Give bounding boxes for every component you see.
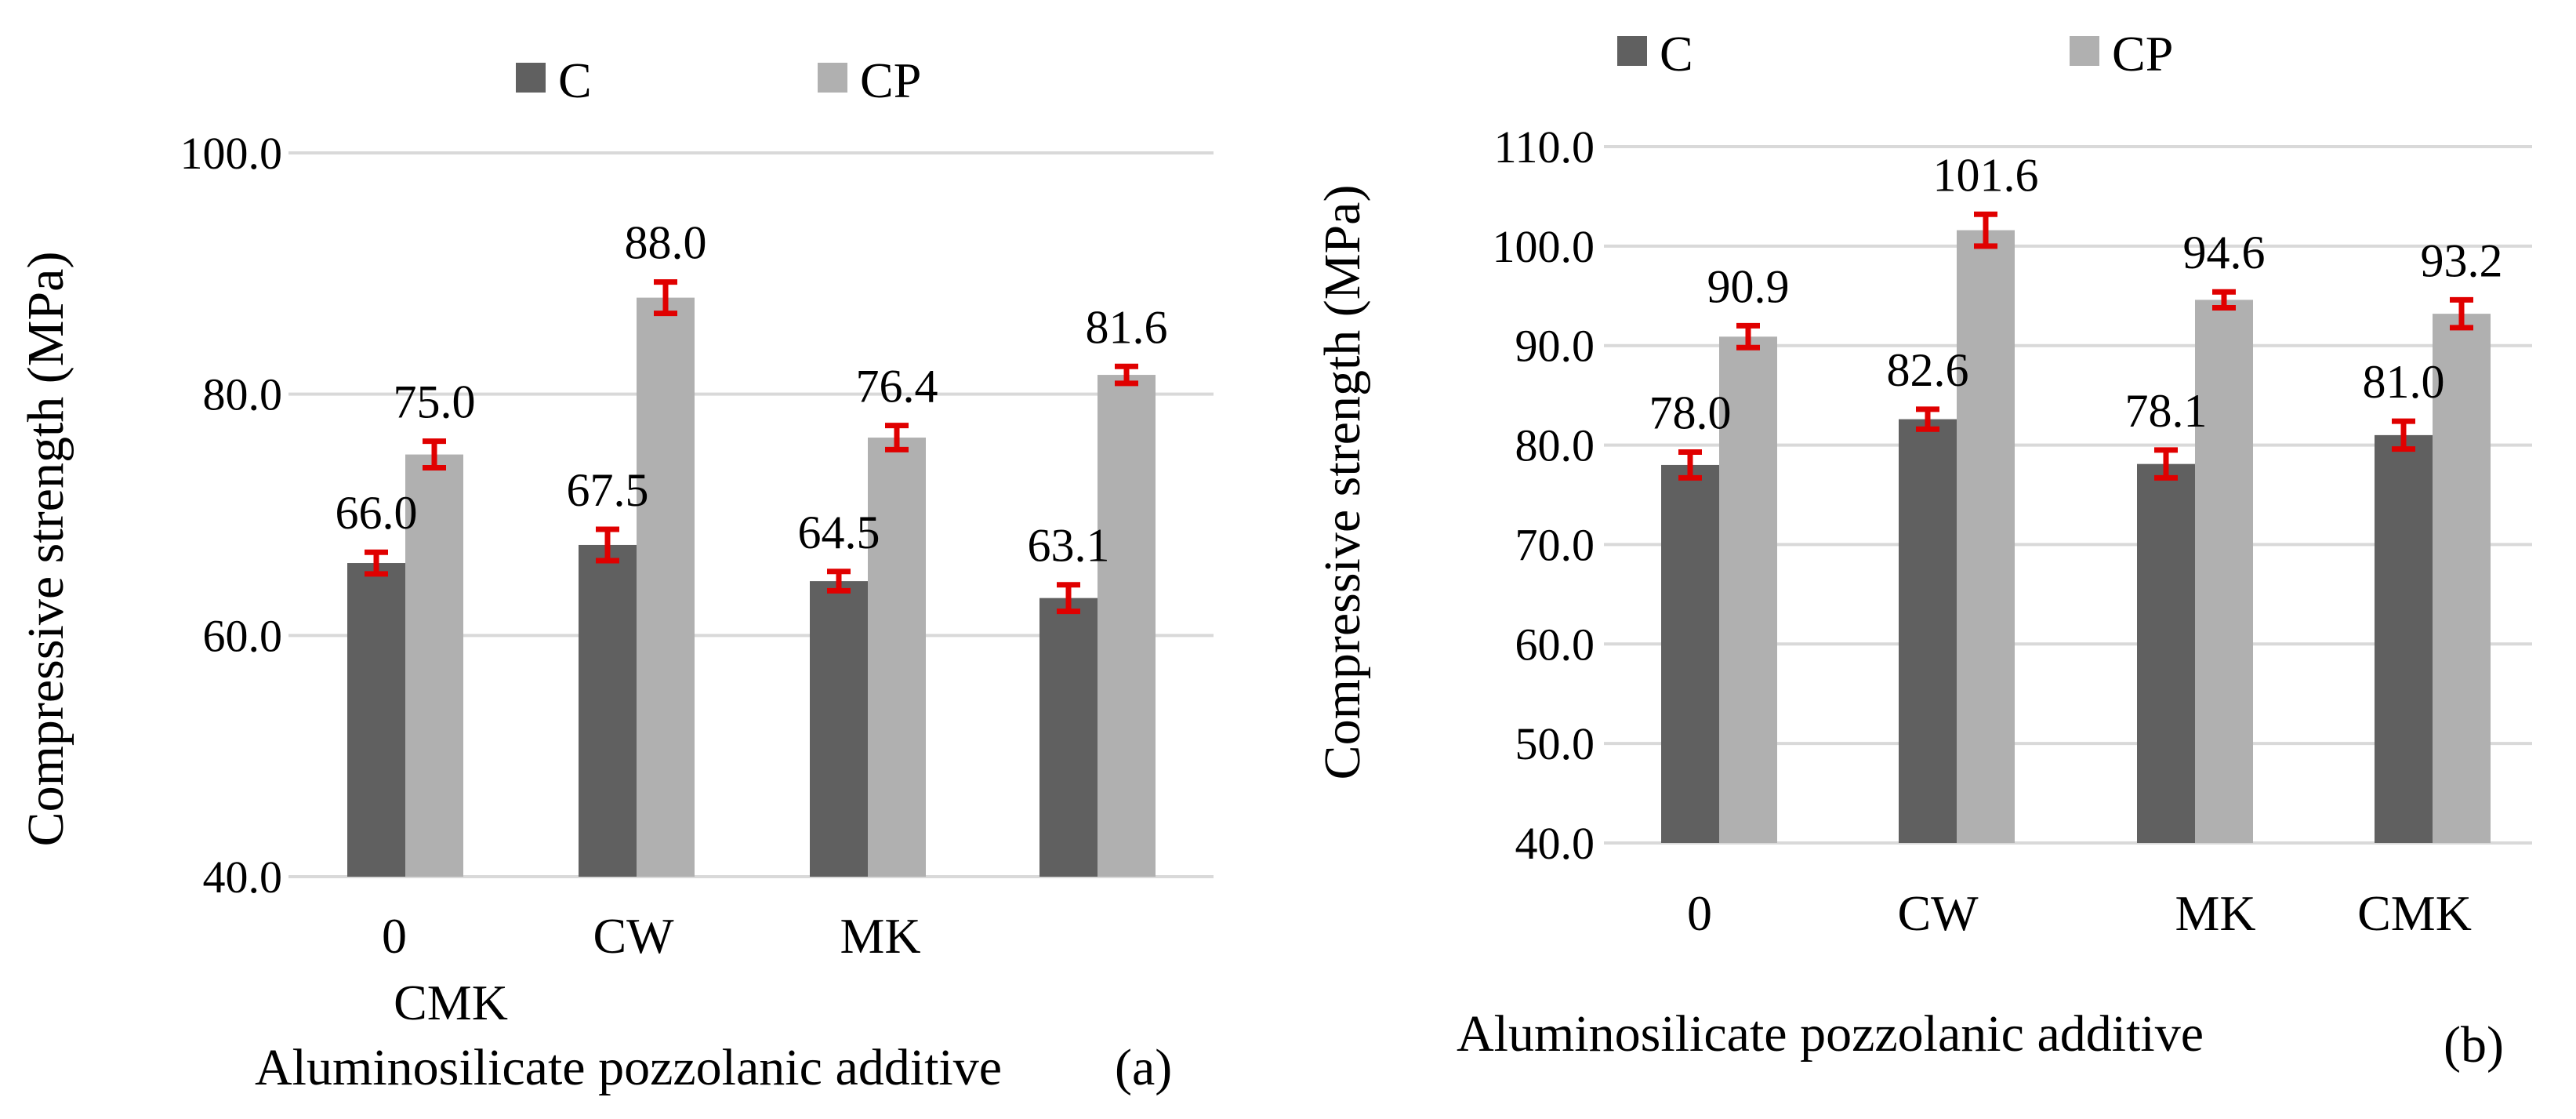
error-bars-b bbox=[1678, 211, 2473, 481]
legend-label-cp-b: CP bbox=[2112, 26, 2173, 82]
chart-panel-b: C CP 40.050.060.070.080.090.0100.0110.0 … bbox=[1314, 26, 2532, 1074]
x-tick-label-b-cmk: CMK bbox=[2357, 885, 2472, 941]
x-tick-labels-b: 0 CW MK CMK bbox=[1687, 885, 2472, 941]
bar-b-c-2 bbox=[2137, 463, 2195, 843]
y-tick-label-b-3: 70.0 bbox=[1515, 519, 1595, 570]
error-bar-b-cp-3 bbox=[2450, 296, 2473, 331]
x-tick-label-b-mk: MK bbox=[2175, 885, 2255, 941]
data-label-b-cp-2: 94.6 bbox=[2183, 227, 2266, 278]
error-bar-b-cp-2 bbox=[2212, 289, 2236, 311]
bar-a-cp-0 bbox=[405, 454, 463, 877]
bars-b bbox=[1661, 230, 2491, 844]
data-label-a-c-2: 64.5 bbox=[798, 507, 880, 558]
panel-label-b: (b) bbox=[2444, 1016, 2504, 1074]
legend-swatch-c-b bbox=[1617, 36, 1647, 66]
error-bar-a-cp-3 bbox=[1115, 363, 1138, 387]
data-label-a-c-0: 66.0 bbox=[336, 487, 418, 539]
data-label-a-cp-2: 76.4 bbox=[856, 361, 938, 412]
bar-a-cp-2 bbox=[868, 438, 926, 877]
bar-a-c-2 bbox=[810, 581, 868, 877]
y-axis-title-b: Compressive strength (MPa) bbox=[1314, 185, 1371, 780]
data-label-b-c-3: 81.0 bbox=[2363, 356, 2445, 408]
data-label-b-cp-0: 90.9 bbox=[1707, 260, 1790, 312]
legend-b: C CP bbox=[1617, 26, 2173, 82]
error-bar-b-cp-1 bbox=[1974, 211, 1997, 249]
data-label-a-cp-1: 88.0 bbox=[625, 217, 707, 269]
y-tick-label-b-1: 50.0 bbox=[1515, 718, 1595, 769]
error-bars-a bbox=[365, 279, 1138, 615]
error-bar-a-c-0 bbox=[365, 549, 388, 577]
error-bar-b-cp-0 bbox=[1736, 322, 1760, 351]
error-bar-b-c-3 bbox=[2392, 418, 2415, 452]
y-tick-label-b-4: 80.0 bbox=[1515, 420, 1595, 471]
bar-b-cp-0 bbox=[1719, 336, 1777, 844]
y-tick-label-a-2: 80.0 bbox=[203, 369, 283, 420]
y-tick-labels-a: 40.0 60.0 80.0 100.0 bbox=[180, 128, 283, 903]
bar-b-cp-3 bbox=[2433, 314, 2491, 843]
data-label-a-c-3: 63.1 bbox=[1028, 520, 1110, 572]
x-axis-title-a: Aluminosilicate pozzolanic additive bbox=[255, 1039, 1002, 1096]
error-bar-b-c-2 bbox=[2154, 447, 2178, 481]
legend-label-c-b: C bbox=[1660, 26, 1693, 82]
error-bar-b-c-1 bbox=[1916, 406, 1939, 432]
x-axis-title-b: Aluminosilicate pozzolanic additive bbox=[1457, 1005, 2204, 1063]
data-label-a-c-1: 67.5 bbox=[567, 464, 649, 516]
bar-a-cp-3 bbox=[1098, 375, 1156, 877]
y-tick-label-a-0: 40.0 bbox=[203, 852, 283, 903]
bar-a-c-3 bbox=[1039, 598, 1098, 877]
data-label-a-cp-3: 81.6 bbox=[1086, 301, 1168, 353]
y-tick-label-a-3: 100.0 bbox=[180, 128, 283, 179]
error-bar-a-c-2 bbox=[827, 569, 851, 594]
y-tick-label-a-1: 60.0 bbox=[203, 610, 283, 661]
legend-a: C CP bbox=[516, 53, 921, 108]
y-tick-label-b-0: 40.0 bbox=[1515, 818, 1595, 869]
bar-b-c-3 bbox=[2375, 434, 2433, 843]
legend-swatch-c-a bbox=[516, 63, 546, 93]
data-labels-a: 66.0 67.5 64.5 63.1 75.0 88.0 76.4 81.6 bbox=[336, 217, 1168, 572]
y-tick-label-b-6: 100.0 bbox=[1493, 221, 1595, 272]
bar-b-cp-2 bbox=[2195, 300, 2253, 843]
x-tick-label-a-cmk: CMK bbox=[394, 975, 508, 1030]
x-tick-label-a-0: 0 bbox=[382, 908, 407, 964]
data-label-b-c-1: 82.6 bbox=[1887, 344, 1969, 396]
bars-a bbox=[347, 297, 1156, 877]
data-label-b-c-0: 78.0 bbox=[1649, 387, 1732, 438]
y-tick-label-b-5: 90.0 bbox=[1515, 321, 1595, 372]
y-tick-labels-b: 40.0 50.0 60.0 70.0 80.0 90.0 100.0 110.0 bbox=[1493, 122, 1595, 869]
y-tick-label-b-7: 110.0 bbox=[1494, 122, 1595, 173]
error-bar-a-c-3 bbox=[1057, 582, 1080, 615]
data-label-b-cp-1: 101.6 bbox=[1933, 149, 2039, 201]
error-bar-a-cp-0 bbox=[423, 438, 446, 471]
x-tick-labels-a: 0 CW MK CMK bbox=[382, 908, 921, 1030]
error-bar-a-cp-2 bbox=[885, 423, 909, 452]
error-bar-b-c-0 bbox=[1678, 449, 1702, 481]
data-label-b-cp-3: 93.2 bbox=[2421, 234, 2503, 286]
data-labels-b: 78.0 82.6 78.1 81.0 90.9 101.6 94.6 93.2 bbox=[1649, 149, 2503, 438]
panel-label-a: (a) bbox=[1115, 1039, 1172, 1096]
bar-b-c-1 bbox=[1899, 419, 1957, 843]
y-axis-title-a: Compressive strength (MPa) bbox=[17, 252, 74, 847]
bar-b-cp-1 bbox=[1957, 230, 2015, 843]
bar-a-cp-1 bbox=[637, 297, 695, 877]
x-tick-label-b-0: 0 bbox=[1687, 885, 1712, 941]
x-tick-label-a-mk: MK bbox=[840, 908, 920, 964]
data-label-a-cp-0: 75.0 bbox=[394, 376, 476, 428]
chart-panel-a: C CP 40.0 60.0 80.0 100.0 66.0 67.5 64.5 63.1 7… bbox=[17, 53, 1214, 1096]
bar-a-c-1 bbox=[579, 544, 637, 877]
x-tick-label-b-cw: CW bbox=[1897, 885, 1979, 941]
bar-a-c-0 bbox=[347, 563, 405, 877]
data-label-b-c-2: 78.1 bbox=[2125, 385, 2208, 437]
y-tick-label-b-2: 60.0 bbox=[1515, 619, 1595, 670]
legend-label-c-a: C bbox=[558, 53, 592, 108]
bar-b-c-0 bbox=[1661, 464, 1719, 843]
legend-swatch-cp-b bbox=[2070, 36, 2099, 66]
error-bar-a-cp-1 bbox=[654, 279, 677, 317]
x-tick-label-a-cw: CW bbox=[593, 908, 674, 964]
legend-swatch-cp-a bbox=[818, 63, 847, 93]
legend-label-cp-a: CP bbox=[860, 53, 921, 108]
error-bar-a-c-1 bbox=[596, 526, 619, 564]
